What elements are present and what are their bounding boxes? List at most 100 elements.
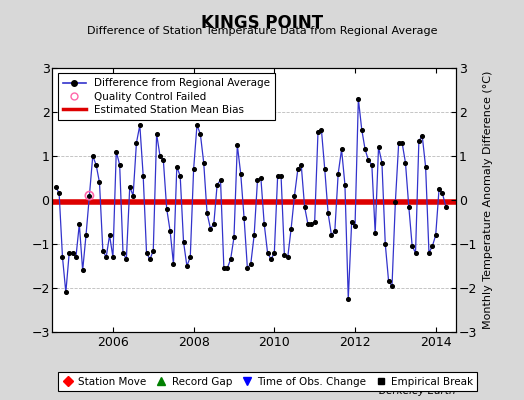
Point (92, 162, 100, 168)
Point (351, 223, 359, 230)
Point (253, 177, 261, 183)
Point (193, 122, 201, 128)
Point (143, 250, 151, 256)
Point (270, 250, 278, 256)
Point (274, 173, 282, 179)
Point (226, 256, 235, 263)
Point (119, 250, 127, 256)
Point (58, 254, 67, 260)
Point (425, 250, 433, 256)
Point (304, 221, 312, 227)
Point (337, 146, 346, 153)
Point (203, 210, 211, 216)
Point (240, 214, 248, 221)
Point (414, 138, 423, 144)
Point (401, 159, 410, 166)
Point (102, 254, 111, 260)
Point (183, 263, 191, 269)
Point (280, 252, 289, 258)
Point (152, 131, 161, 137)
Point (166, 228, 174, 234)
Point (435, 186, 443, 192)
Point (216, 177, 225, 183)
Point (405, 203, 413, 210)
Point (220, 265, 228, 271)
Point (210, 221, 218, 227)
Point (89, 153, 97, 159)
Point (156, 153, 164, 159)
Legend: Difference from Regional Average, Quality Control Failed, Estimated Station Mean: Difference from Regional Average, Qualit… (58, 73, 275, 120)
Point (139, 173, 147, 179)
Point (105, 232, 114, 238)
Point (438, 190, 446, 197)
Point (361, 146, 369, 153)
Point (314, 129, 322, 135)
Point (391, 199, 400, 206)
Point (129, 192, 137, 199)
Point (176, 173, 184, 179)
Point (283, 254, 292, 260)
Point (250, 232, 258, 238)
Point (371, 230, 379, 236)
Point (347, 219, 356, 225)
Point (79, 267, 87, 274)
Point (132, 140, 140, 146)
Point (267, 256, 275, 263)
Point (95, 179, 104, 186)
Point (354, 96, 363, 102)
Point (260, 221, 268, 227)
Text: KINGS POINT: KINGS POINT (201, 14, 323, 32)
Point (136, 122, 144, 128)
Point (364, 157, 373, 164)
Point (328, 232, 336, 238)
Point (307, 221, 315, 227)
Point (223, 265, 232, 271)
Point (257, 175, 265, 181)
Point (186, 254, 194, 260)
Point (206, 225, 215, 232)
Point (159, 157, 168, 164)
Point (300, 203, 309, 210)
Point (190, 166, 198, 172)
Point (51, 184, 60, 190)
Point (421, 164, 430, 170)
Point (324, 210, 332, 216)
Point (85, 192, 94, 199)
Point (264, 250, 272, 256)
Point (233, 142, 242, 148)
Point (172, 164, 181, 170)
Text: Berkeley Earth: Berkeley Earth (379, 386, 456, 396)
Point (385, 278, 393, 285)
Point (213, 182, 221, 188)
Point (179, 238, 188, 245)
Point (432, 232, 440, 238)
Point (99, 247, 107, 254)
Point (442, 203, 450, 210)
Point (62, 289, 70, 296)
Point (341, 182, 349, 188)
Point (112, 148, 121, 155)
Point (293, 166, 302, 172)
Point (169, 261, 178, 267)
Point (344, 296, 353, 302)
Point (243, 265, 252, 271)
Point (334, 170, 342, 177)
Point (68, 250, 77, 256)
Point (126, 184, 134, 190)
Point (321, 166, 329, 172)
Point (236, 170, 245, 177)
Point (109, 254, 117, 260)
Point (398, 140, 406, 146)
Point (381, 241, 389, 247)
Point (374, 144, 383, 150)
Point (82, 232, 90, 238)
Y-axis label: Monthly Temperature Anomaly Difference (°C): Monthly Temperature Anomaly Difference (… (483, 71, 493, 329)
Point (357, 126, 366, 133)
Point (290, 192, 299, 199)
Point (368, 162, 376, 168)
Point (149, 247, 158, 254)
Point (277, 173, 285, 179)
Point (72, 254, 80, 260)
Point (65, 250, 73, 256)
Text: Difference of Station Temperature Data from Regional Average: Difference of Station Temperature Data f… (87, 26, 437, 36)
